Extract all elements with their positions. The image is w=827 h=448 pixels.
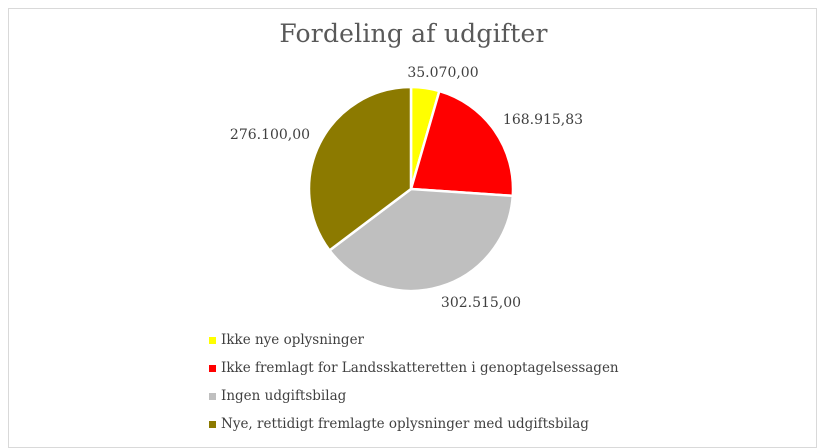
legend-item-ikke-fremlagt: Ikke fremlagt for Landsskatteretten i ge…: [209, 358, 619, 378]
legend-swatch: [209, 420, 216, 428]
pie-chart: 35.070,00 168.915,83 302.515,00 276.100,00: [230, 65, 583, 311]
legend-label: Ingen udgiftsbilag: [221, 388, 347, 404]
data-label-1: 35.070,00: [407, 65, 478, 81]
pie-slice-2: [409, 89, 515, 198]
legend-swatch: [209, 392, 216, 400]
legend-swatch: [209, 364, 216, 372]
legend-label: Nye, rettidigt fremlagte oplysninger med…: [221, 416, 589, 432]
data-labels: 35.070,00 168.915,83 302.515,00 276.100,00: [230, 65, 583, 311]
data-label-3: 302.515,00: [441, 295, 521, 311]
legend-label: Ikke fremlagt for Landsskatteretten i ge…: [221, 360, 619, 376]
legend-item-nye-rettidigt-fremlagte: Nye, rettidigt fremlagte oplysninger med…: [209, 414, 589, 434]
data-label-4: 276.100,00: [230, 127, 310, 143]
pie-slice-4: [307, 85, 413, 252]
chart-title: Fordeling af udgifter: [279, 19, 548, 48]
legend-item-ingen-udgiftsbilag: Ingen udgiftsbilag: [209, 386, 346, 406]
pie-slices: [307, 85, 515, 293]
legend-item-ikke-nye-oplysninger: Ikke nye oplysninger: [209, 330, 364, 350]
legend-swatch: [209, 336, 216, 344]
pie-slice-3: [328, 187, 515, 293]
data-label-2: 168.915,83: [503, 112, 583, 128]
legend-label: Ikke nye oplysninger: [221, 332, 365, 348]
